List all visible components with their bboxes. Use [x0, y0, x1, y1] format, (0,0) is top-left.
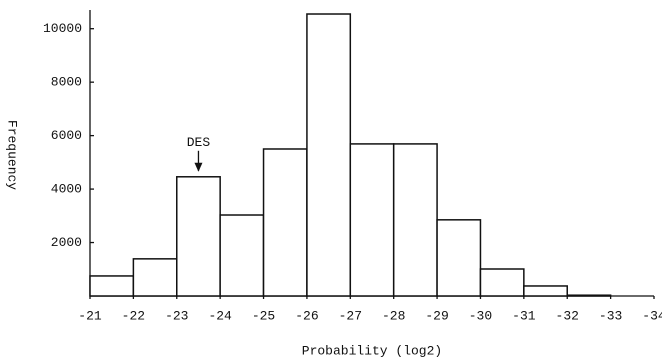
bar [523, 285, 568, 297]
x-tick-label: -22 [122, 308, 145, 323]
y-tick-label: 2000 [51, 235, 82, 250]
x-axis-label: Probability (log2) [302, 343, 442, 358]
annotation: DES [187, 135, 211, 150]
x-tick-label: -34 [642, 308, 662, 323]
x-tick-label: -27 [339, 308, 362, 323]
x-tick-label: -29 [425, 308, 448, 323]
bar [89, 275, 135, 297]
y-tick-label: 10000 [43, 21, 82, 36]
bar [436, 219, 482, 297]
x-tick-label: -33 [599, 308, 622, 323]
x-tick-label: -28 [382, 308, 405, 323]
bar [566, 294, 612, 297]
y-tick-label: 6000 [51, 128, 82, 143]
y-tick-label: 8000 [51, 75, 82, 90]
x-tick-label: -32 [556, 308, 579, 323]
bar [132, 258, 178, 297]
x-tick-label: -30 [469, 308, 492, 323]
bar [392, 143, 438, 297]
x-tick-label: -26 [295, 308, 318, 323]
bar [262, 148, 308, 297]
bar [349, 143, 395, 297]
bar [176, 176, 221, 297]
bar [306, 13, 352, 297]
bar [219, 214, 265, 297]
x-tick-label: -25 [252, 308, 275, 323]
y-tick-label: 4000 [51, 182, 82, 197]
x-tick-label: -24 [208, 308, 232, 323]
annotation-arrowhead [194, 162, 203, 172]
x-tick-label: -31 [512, 308, 536, 323]
bar [479, 268, 525, 297]
x-tick-label: -21 [78, 308, 102, 323]
x-tick-label: -23 [165, 308, 188, 323]
y-axis-label: Frequency [5, 120, 20, 190]
